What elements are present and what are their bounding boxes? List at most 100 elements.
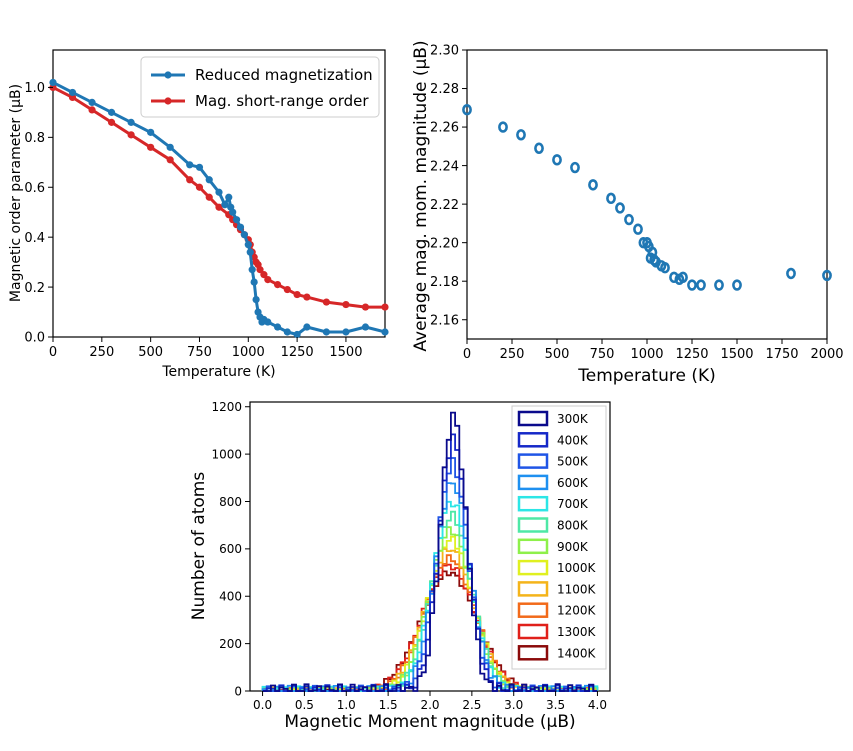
panel-b-ylabel: Average mag. mom. magnitude (µB)	[411, 40, 431, 351]
legend-label-mag-short-range-order: Mag. short-range order	[195, 92, 369, 110]
x-tick-label: 1250	[281, 345, 314, 360]
scatter-point	[786, 267, 796, 280]
legend-swatch-1300k	[517, 623, 549, 640]
legend-label-1000k: 1000K	[557, 561, 597, 575]
data-point-mag-short-range-order	[303, 293, 311, 301]
panel-a-legend: Reduced magnetization Mag. short-range o…	[140, 56, 380, 118]
panel-a-ticks: 0 250 500 750 1000 1250 1500 0.0 0.2 0.4 0.6 0.8 1.0	[24, 81, 362, 360]
y-tick-label: 2.22	[430, 198, 459, 213]
y-tick-label: 0.2	[24, 281, 45, 296]
data-point-mag-short-range-order	[215, 203, 223, 211]
y-tick-label: 0.6	[24, 181, 45, 196]
panel-a-series	[49, 78, 389, 339]
data-point-mag-short-range-order	[107, 118, 116, 126]
x-tick-label: 1500	[329, 345, 362, 360]
panel-b-ticks: 0 250 500 750 1000 1250 1500 1750 2000 2.16 2.18 2.…	[430, 44, 844, 362]
data-point-mag-short-range-order	[322, 298, 331, 306]
scatter-point	[516, 129, 526, 141]
data-point-reduced-magnetization	[248, 266, 256, 274]
x-tick-label: 500	[545, 347, 570, 362]
legend-swatch-300k	[517, 410, 549, 427]
data-point-reduced-magnetization	[252, 295, 260, 304]
scatter-point	[822, 269, 832, 282]
scatter-point	[606, 192, 616, 205]
data-point-reduced-magnetization	[186, 161, 194, 169]
data-point-reduced-magnetization	[240, 231, 248, 239]
legend-label-1200k: 1200K	[557, 604, 597, 618]
data-point-mag-short-range-order	[342, 300, 350, 309]
y-tick-label: 2.20	[430, 236, 459, 251]
legend-marker-mag-short-range-order	[164, 97, 172, 105]
histogram-300k	[262, 411, 598, 692]
data-point-reduced-magnetization	[283, 328, 291, 336]
scatter-point	[687, 279, 697, 291]
data-point-mag-short-range-order	[283, 285, 291, 294]
x-tick-label: 1250	[675, 347, 708, 362]
data-point-reduced-magnetization	[127, 118, 135, 126]
data-point-reduced-magnetization	[250, 278, 258, 286]
legend-swatch-800k	[517, 517, 549, 533]
x-tick-label: 1500	[720, 347, 753, 362]
data-point-mag-short-range-order	[361, 303, 370, 311]
data-point-reduced-magnetization	[68, 88, 77, 97]
data-point-reduced-magnetization	[246, 248, 254, 256]
data-point-reduced-magnetization	[236, 223, 245, 231]
data-point-mag-short-range-order	[264, 276, 272, 284]
panel-c-ylabel: Number of atoms	[189, 472, 209, 621]
legend-swatch-1100k	[517, 581, 549, 597]
panel-c-xlabel: Magnetic Moment magnitude (µB)	[284, 712, 575, 732]
panel-c-ticks: 0.0 0.5 1.0 1.5 2.0 2.5 3.0 3.5 4.0 0 200 400 600 800…	[211, 400, 607, 712]
data-point-reduced-magnetization	[229, 208, 237, 216]
data-point-mag-short-range-order	[381, 303, 389, 311]
panel-b: 0 250 500 750 1000 1250 1500 1750 2000 2.16 2.18 2.…	[411, 40, 844, 386]
x-tick-label: 750	[187, 345, 212, 360]
y-tick-label: 1.0	[24, 81, 45, 96]
x-tick-label: 0.5	[295, 698, 314, 712]
scatter-point	[615, 202, 625, 214]
y-tick-label: 0.0	[24, 331, 45, 346]
data-point-reduced-magnetization	[361, 323, 370, 331]
x-tick-label: 1.5	[379, 698, 398, 712]
y-tick-label: 2.26	[430, 121, 459, 136]
data-point-reduced-magnetization	[322, 328, 331, 336]
scatter-point	[624, 213, 634, 226]
data-point-reduced-magnetization	[205, 176, 213, 184]
data-point-mag-short-range-order	[195, 183, 204, 191]
x-tick-label: 1750	[765, 347, 798, 362]
panel-b-frame	[466, 49, 828, 340]
x-tick-label: 750	[590, 347, 615, 362]
data-point-reduced-magnetization	[166, 143, 174, 151]
panel-a-xlabel: Temperature (K)	[161, 364, 275, 380]
y-tick-label: 2.18	[430, 275, 459, 290]
legend-swatch-700k	[517, 495, 549, 512]
scatter-point	[552, 154, 562, 166]
scatter-point	[732, 279, 742, 291]
data-point-reduced-magnetization	[303, 323, 311, 331]
x-tick-label: 0	[49, 345, 57, 360]
legend-swatch-1200k	[517, 602, 549, 618]
data-point-reduced-magnetization	[195, 163, 204, 171]
legend-label-700k: 700K	[557, 497, 589, 511]
data-point-reduced-magnetization	[381, 328, 389, 336]
y-tick-label: 0.8	[24, 131, 45, 146]
legend-swatch-400k	[517, 432, 549, 448]
y-tick-label: 1200	[211, 400, 242, 414]
y-tick-label: 2.30	[430, 44, 459, 59]
legend-label-1300k: 1300K	[557, 625, 597, 639]
data-point-mag-short-range-order	[166, 156, 174, 164]
legend-label-900k: 900K	[557, 540, 589, 554]
data-point-mag-short-range-order	[186, 176, 194, 184]
scatter-point	[678, 271, 688, 284]
x-tick-label: 0.0	[253, 698, 272, 712]
x-tick-label: 1.0	[337, 698, 356, 712]
data-point-reduced-magnetization	[107, 108, 116, 116]
data-point-reduced-magnetization	[147, 128, 155, 136]
x-tick-label: 3.0	[504, 698, 523, 712]
y-tick-label: 2.28	[430, 82, 459, 97]
legend-label-500k: 500K	[557, 455, 589, 469]
panel-a-ylabel: Magnetic order parameter (µB)	[8, 84, 24, 302]
data-point-reduced-magnetization	[244, 241, 252, 249]
panel-a: 0 250 500 750 1000 1250 1500 0.0 0.2 0.4 0.6 0.8 1.0…	[8, 49, 389, 380]
y-tick-label: 0	[234, 684, 242, 698]
